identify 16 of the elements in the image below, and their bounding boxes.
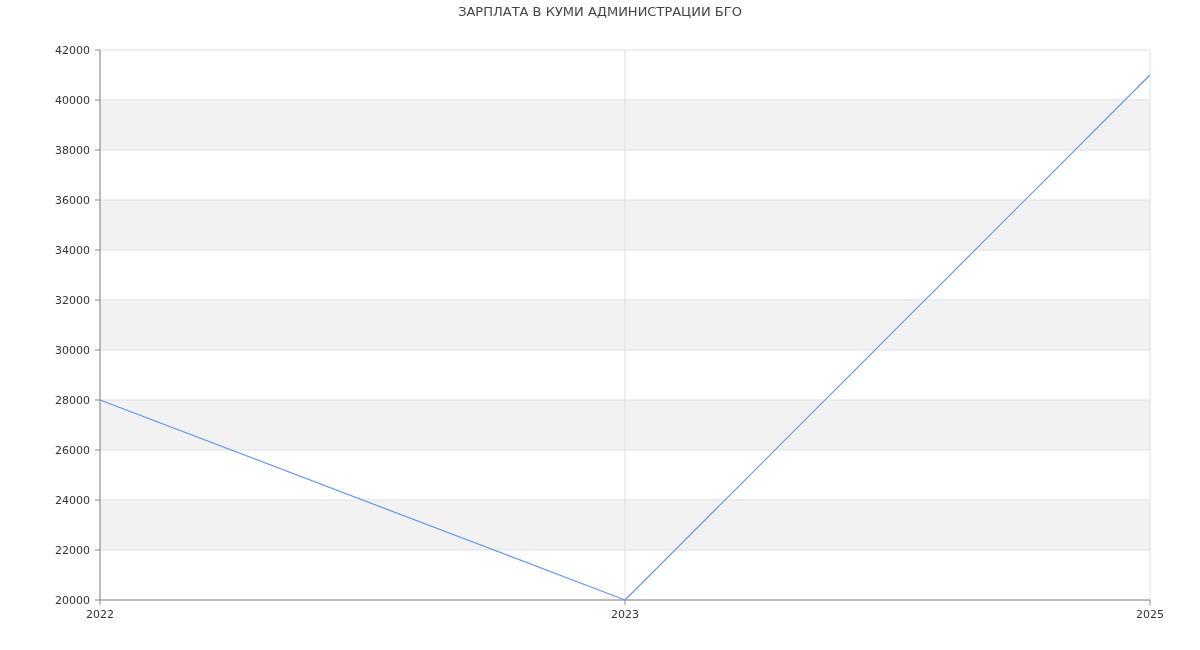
y-tick-label: 24000 <box>55 493 90 507</box>
y-tick-label: 36000 <box>55 193 90 207</box>
x-tick-label: 2025 <box>1136 608 1164 621</box>
y-tick-label: 28000 <box>55 393 90 407</box>
chart-title: ЗАРПЛАТА В КУМИ АДМИНИСТРАЦИИ БГО <box>458 4 742 19</box>
y-tick-label: 42000 <box>55 43 90 57</box>
x-tick-label: 2023 <box>611 608 639 621</box>
y-tick-label: 40000 <box>55 93 90 107</box>
y-tick-label: 26000 <box>55 443 90 457</box>
y-tick-label: 20000 <box>55 593 90 607</box>
y-tick-label: 22000 <box>55 543 90 557</box>
y-tick-label: 30000 <box>55 343 90 357</box>
x-tick-label: 2022 <box>86 608 114 621</box>
y-tick-label: 38000 <box>55 143 90 157</box>
y-tick-label: 32000 <box>55 293 90 307</box>
y-tick-label: 34000 <box>55 243 90 257</box>
